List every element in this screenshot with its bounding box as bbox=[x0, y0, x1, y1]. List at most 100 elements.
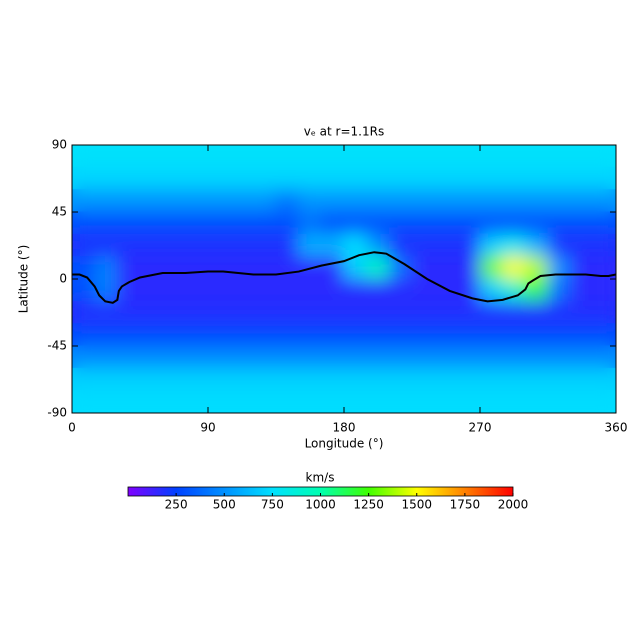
x-tick-label: 90 bbox=[200, 421, 215, 435]
heat-cell bbox=[570, 145, 594, 168]
heat-cell bbox=[592, 367, 616, 392]
heat-cell bbox=[320, 233, 345, 258]
heat-cell bbox=[456, 166, 481, 191]
heat-cell bbox=[116, 278, 141, 302]
heat-cell bbox=[275, 145, 300, 168]
heat-cell bbox=[434, 367, 458, 392]
heat-cell bbox=[184, 233, 209, 258]
heat-cell bbox=[139, 145, 164, 168]
y-tick-label: 0 bbox=[59, 272, 67, 286]
colorbar-tick-label: 250 bbox=[165, 498, 188, 512]
heat-cell bbox=[388, 211, 413, 235]
heat-cell bbox=[388, 233, 413, 258]
heat-cell bbox=[207, 145, 232, 168]
heat-cell bbox=[207, 233, 232, 258]
heat-cell bbox=[252, 256, 277, 280]
colorbar-tick-label: 2000 bbox=[498, 498, 529, 512]
heat-cell bbox=[320, 300, 345, 325]
y-tick-label: -90 bbox=[47, 406, 67, 420]
heat-cell bbox=[320, 211, 345, 235]
heat-cell bbox=[230, 300, 254, 325]
heat-cell bbox=[116, 323, 141, 347]
heat-cell bbox=[298, 211, 322, 235]
heat-cell bbox=[343, 345, 368, 369]
heat-cell bbox=[570, 323, 594, 347]
heatmap-smooth bbox=[72, 145, 616, 413]
heat-cell bbox=[162, 278, 186, 302]
heat-cell bbox=[411, 367, 436, 392]
heat-cell bbox=[592, 278, 616, 302]
heat-cell bbox=[411, 300, 436, 325]
heat-cell bbox=[184, 145, 209, 168]
heat-cell bbox=[592, 323, 616, 347]
heat-cell bbox=[94, 233, 118, 258]
heat-cell bbox=[479, 345, 504, 369]
heat-cell bbox=[184, 390, 209, 413]
heat-cell bbox=[479, 145, 504, 168]
colorbar-tick-label: 750 bbox=[261, 498, 284, 512]
heat-cell bbox=[479, 323, 504, 347]
heat-cell bbox=[162, 189, 186, 213]
heat-cell bbox=[411, 211, 436, 235]
heat-cell bbox=[139, 323, 164, 347]
heat-cell bbox=[434, 166, 458, 191]
heat-cell bbox=[230, 145, 254, 168]
heat-cell bbox=[366, 256, 390, 280]
heat-cell bbox=[343, 189, 368, 213]
y-axis-label: Latitude (°) bbox=[17, 245, 31, 314]
heat-cell bbox=[524, 323, 549, 347]
heat-cell bbox=[207, 189, 232, 213]
heat-cell bbox=[456, 145, 481, 168]
heat-cell bbox=[162, 367, 186, 392]
heat-cell bbox=[547, 166, 572, 191]
heat-cell bbox=[116, 300, 141, 325]
heat-cell bbox=[72, 233, 96, 258]
y-tick-label: 45 bbox=[52, 205, 67, 219]
heat-cell bbox=[524, 367, 549, 392]
heat-cell bbox=[411, 278, 436, 302]
heat-cell bbox=[230, 211, 254, 235]
heat-cell bbox=[388, 189, 413, 213]
heat-cell bbox=[230, 367, 254, 392]
heat-cell bbox=[388, 278, 413, 302]
heat-cell bbox=[116, 166, 141, 191]
heat-cell bbox=[502, 323, 526, 347]
heat-cell bbox=[275, 323, 300, 347]
heat-cell bbox=[388, 323, 413, 347]
x-tick-label: 0 bbox=[68, 421, 76, 435]
heat-cell bbox=[184, 300, 209, 325]
heat-cell bbox=[275, 367, 300, 392]
heat-cell bbox=[343, 166, 368, 191]
heat-cell bbox=[502, 189, 526, 213]
heat-cell bbox=[502, 145, 526, 168]
heat-cell bbox=[230, 233, 254, 258]
heat-cell bbox=[94, 300, 118, 325]
heat-cell bbox=[94, 367, 118, 392]
heat-cell bbox=[411, 166, 436, 191]
colorbar-tick-label: 1250 bbox=[353, 498, 384, 512]
heat-cell bbox=[184, 189, 209, 213]
heat-cell bbox=[116, 189, 141, 213]
heat-cell bbox=[570, 166, 594, 191]
heat-cell bbox=[434, 345, 458, 369]
heat-cell bbox=[547, 390, 572, 413]
heat-cell bbox=[184, 323, 209, 347]
heat-cell bbox=[94, 189, 118, 213]
heat-cell bbox=[456, 323, 481, 347]
heat-cell bbox=[298, 367, 322, 392]
colorbar-tick-label: 1000 bbox=[305, 498, 336, 512]
heat-cell bbox=[343, 367, 368, 392]
heat-cell bbox=[207, 166, 232, 191]
heat-cell bbox=[72, 323, 96, 347]
heat-cell bbox=[547, 145, 572, 168]
heat-cell bbox=[524, 300, 549, 325]
heat-cell bbox=[162, 300, 186, 325]
heat-cell bbox=[72, 145, 96, 168]
heat-cell bbox=[502, 367, 526, 392]
heat-cell bbox=[320, 145, 345, 168]
heat-cell bbox=[116, 345, 141, 369]
heat-cell bbox=[547, 278, 572, 302]
heat-cell bbox=[366, 189, 390, 213]
heat-cell bbox=[275, 345, 300, 369]
